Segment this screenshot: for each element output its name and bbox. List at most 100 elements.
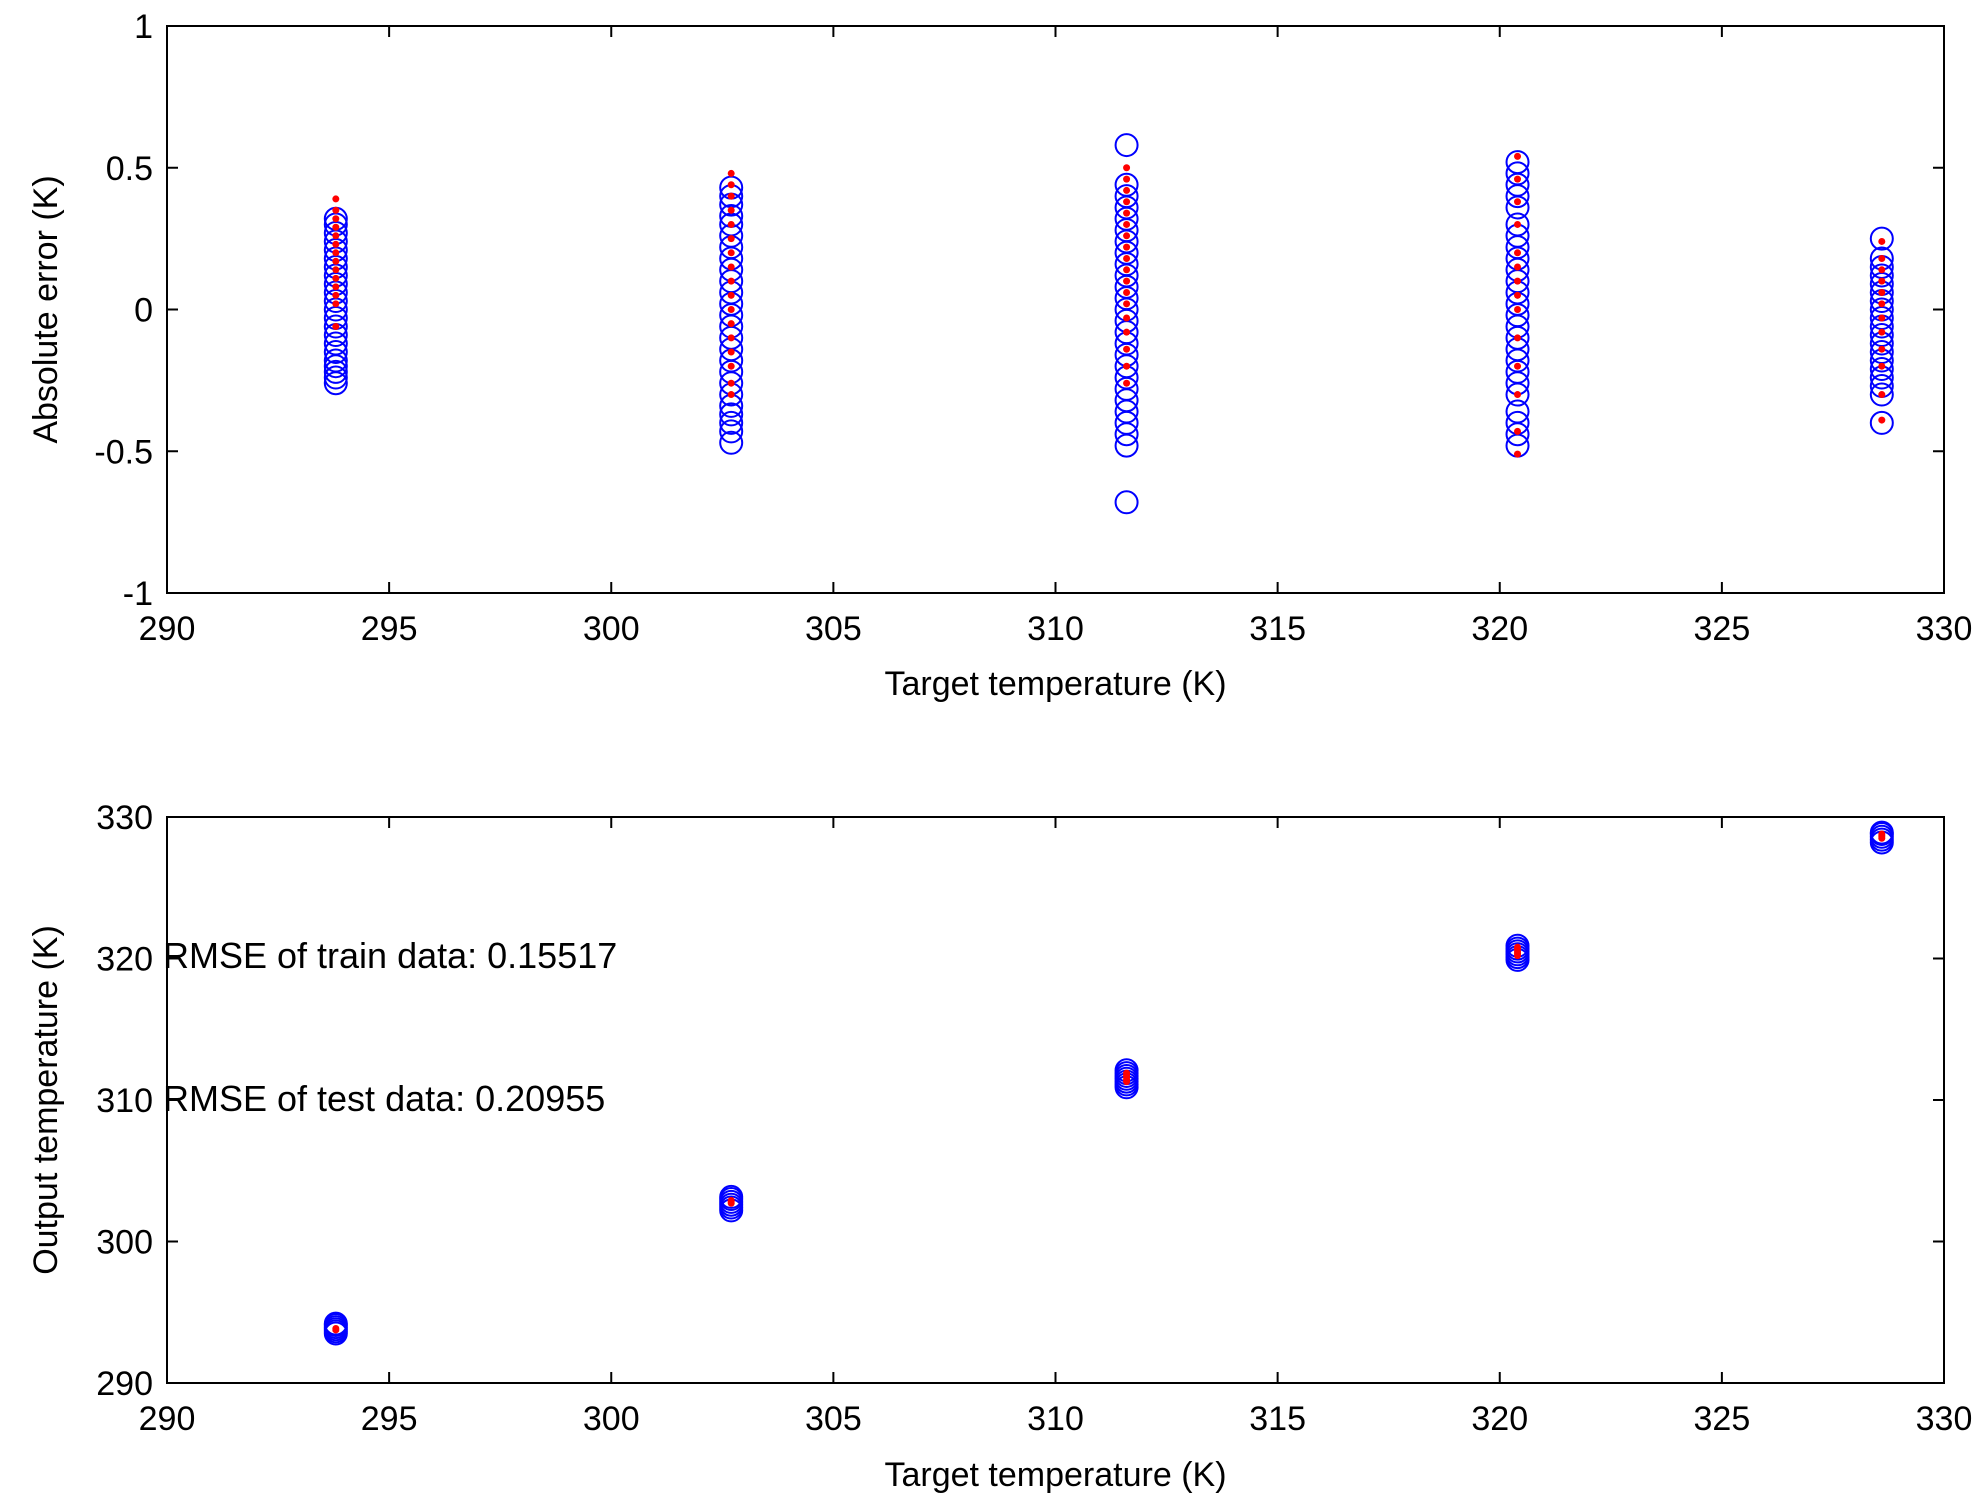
- error-red-dot-point: [1878, 328, 1886, 336]
- error-red-dot-point: [1514, 220, 1522, 228]
- error-red-dot-point: [727, 348, 735, 356]
- error-red-dot-point: [1514, 198, 1522, 206]
- error-red-dot-point: [1878, 391, 1886, 399]
- error-red-dot-point: [1123, 198, 1131, 206]
- error-red-dot-point: [727, 379, 735, 387]
- error-y-tick-label: -0.5: [94, 433, 153, 471]
- output-ticks: 290 295 300 305 310 315 320 325 330 330 320 310 300 2…: [96, 799, 1972, 1438]
- error-x-tick-label: 310: [1027, 610, 1084, 648]
- error-open-circle-point: [1505, 150, 1530, 175]
- error-red-dot-point: [727, 181, 735, 189]
- error-red-dot-point: [332, 274, 340, 282]
- error-y-tick-label: 0: [134, 292, 153, 330]
- output-chart: 290 295 300 305 310 315 320 325 330 330 320 310 300 2…: [27, 799, 1972, 1494]
- error-y-tick-label: 1: [134, 8, 153, 46]
- error-red-dot-point: [332, 300, 340, 308]
- error-red-dot-point: [727, 320, 735, 328]
- output-open-circle-point: [719, 1184, 744, 1209]
- output-y-tick-label: 300: [96, 1224, 153, 1262]
- error-red-dot-point: [1514, 263, 1522, 271]
- error-red-dot-point: [1878, 314, 1886, 322]
- error-red-dot-point: [1514, 334, 1522, 342]
- error-ticks: 290 295 300 305 310 315 320 325 330 1 0.5 0 -0.5 -1: [94, 8, 1972, 648]
- error-red-dot-point: [332, 257, 340, 265]
- error-red-dot-point: [332, 291, 340, 299]
- error-open-circle-point: [1869, 263, 1894, 288]
- output-x-tick-label: 310: [1027, 1400, 1084, 1438]
- error-y-tick-label: -1: [123, 575, 153, 613]
- error-x-axis-label: Target temperature (K): [884, 665, 1226, 703]
- error-red-dot-point: [332, 215, 340, 223]
- error-red-dot-point: [727, 277, 735, 285]
- error-red-dot-point: [1123, 209, 1131, 217]
- error-open-circle-point: [1505, 212, 1530, 237]
- error-open-circle-point: [1869, 357, 1894, 382]
- error-marks: [323, 133, 1894, 515]
- error-red-dot-point: [1123, 175, 1131, 183]
- error-red-dot-point: [1123, 232, 1131, 240]
- output-x-tick-label: 290: [139, 1400, 196, 1438]
- error-red-dot-point: [332, 206, 340, 214]
- output-x-axis-label: Target temperature (K): [884, 1456, 1226, 1494]
- error-red-dot-point: [1123, 277, 1131, 285]
- error-open-circle-point: [1869, 410, 1894, 435]
- error-x-tick-label: 300: [583, 610, 640, 648]
- error-red-dot-point: [727, 391, 735, 399]
- error-red-dot-point: [727, 249, 735, 257]
- error-open-circle-point: [1114, 184, 1139, 209]
- output-x-tick-label: 295: [361, 1400, 418, 1438]
- error-red-dot-point: [1123, 362, 1131, 370]
- error-red-dot-point: [1123, 345, 1131, 353]
- error-x-tick-label: 290: [139, 610, 196, 648]
- error-red-dot-point: [727, 263, 735, 271]
- error-chart: 290 295 300 305 310 315 320 325 330 1 0.5 0 -0.5 -1 T…: [27, 8, 1972, 703]
- error-open-circle-point: [323, 348, 348, 373]
- error-x-tick-label: 315: [1249, 610, 1306, 648]
- output-x-tick-label: 315: [1249, 1400, 1306, 1438]
- error-red-dot-point: [1878, 345, 1886, 353]
- error-red-dot-point: [727, 220, 735, 228]
- rmse-train-annotation: RMSE of train data: 0.15517: [163, 935, 617, 976]
- error-y-tick-label: 0.5: [106, 150, 153, 188]
- error-red-dot-point: [1123, 288, 1131, 296]
- error-red-dot-point: [1514, 362, 1522, 370]
- output-x-tick-label: 325: [1694, 1400, 1751, 1438]
- error-red-dot-point: [727, 334, 735, 342]
- error-red-dot-point: [332, 283, 340, 291]
- error-open-circle-point: [719, 410, 744, 435]
- output-red-dot-point: [1123, 1069, 1131, 1077]
- error-red-dot-point: [1878, 300, 1886, 308]
- error-open-circle-point: [323, 359, 348, 384]
- error-open-circle-point: [1114, 490, 1139, 515]
- error-red-dot-point: [1878, 288, 1886, 296]
- error-red-dot-point: [1514, 391, 1522, 399]
- error-red-dot-point: [727, 306, 735, 313]
- error-open-circle-point: [719, 419, 744, 444]
- error-open-circle-point: [323, 365, 348, 390]
- error-red-dot-point: [1123, 300, 1131, 308]
- error-red-dot-point: [727, 362, 735, 370]
- error-open-circle-point: [1869, 226, 1894, 251]
- error-open-circle-point: [323, 331, 348, 356]
- error-red-dot-point: [1514, 306, 1522, 313]
- output-x-tick-label: 330: [1916, 1400, 1973, 1438]
- error-red-dot-point: [332, 232, 340, 240]
- error-red-dot-point: [1514, 291, 1522, 299]
- error-open-circle-point: [1505, 399, 1530, 424]
- error-red-dot-point: [1123, 164, 1131, 172]
- error-red-dot-point: [1878, 237, 1886, 245]
- error-red-dot-point: [1878, 277, 1886, 285]
- error-open-circle-point: [719, 402, 744, 427]
- error-red-dot-point: [1123, 243, 1131, 251]
- error-plot-area: [166, 25, 1945, 594]
- error-open-circle-point: [323, 314, 348, 339]
- error-red-dot-point: [727, 206, 735, 214]
- error-red-dot-point: [1514, 277, 1522, 285]
- output-y-tick-label: 330: [96, 799, 153, 837]
- output-red-dot-point: [332, 1325, 340, 1333]
- error-red-dot-point: [1123, 220, 1131, 228]
- error-x-tick-label: 320: [1471, 610, 1528, 648]
- error-x-tick-label: 325: [1694, 610, 1751, 648]
- error-red-dot-point: [1514, 152, 1522, 160]
